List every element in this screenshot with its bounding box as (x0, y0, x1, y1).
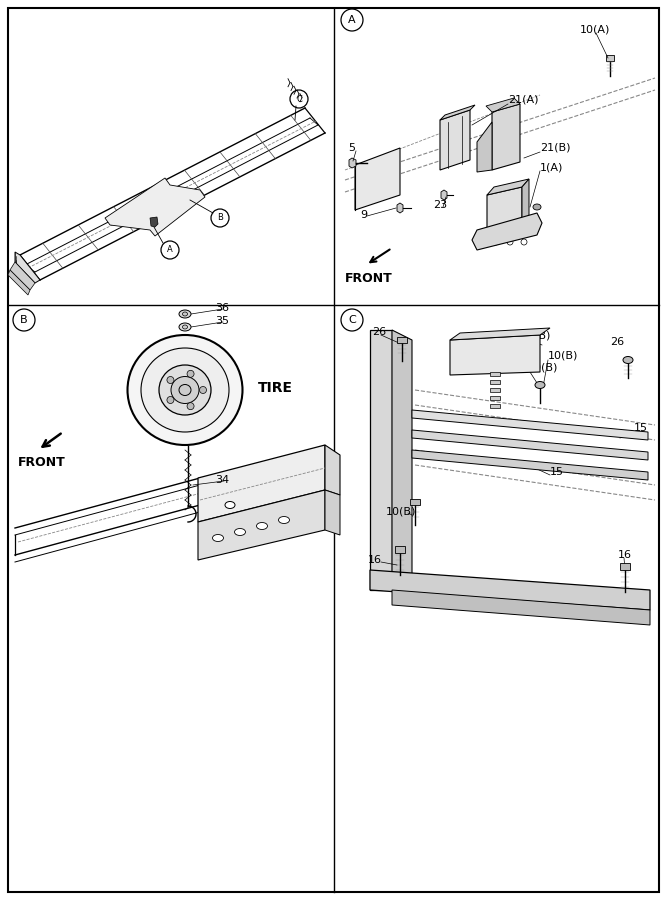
Polygon shape (606, 55, 614, 61)
Text: 16: 16 (618, 550, 632, 560)
Polygon shape (440, 105, 475, 120)
Polygon shape (355, 148, 400, 210)
Text: 1(A): 1(A) (540, 163, 564, 173)
Ellipse shape (183, 312, 187, 316)
Polygon shape (490, 404, 500, 408)
Ellipse shape (183, 325, 187, 329)
Text: 10(B): 10(B) (548, 351, 578, 361)
Ellipse shape (623, 356, 633, 364)
Polygon shape (412, 410, 648, 440)
Text: B: B (217, 213, 223, 222)
Ellipse shape (171, 376, 199, 403)
Text: FRONT: FRONT (345, 272, 393, 284)
Text: 34: 34 (215, 475, 229, 485)
Text: 23: 23 (433, 200, 447, 210)
Polygon shape (397, 337, 407, 343)
Polygon shape (472, 213, 542, 250)
Text: 15: 15 (634, 423, 648, 433)
Polygon shape (490, 372, 500, 376)
Ellipse shape (533, 204, 541, 210)
Circle shape (187, 402, 194, 410)
Polygon shape (412, 430, 648, 460)
Polygon shape (8, 270, 30, 295)
Ellipse shape (179, 323, 191, 331)
Polygon shape (349, 158, 356, 168)
Text: 10(A): 10(A) (580, 25, 610, 35)
Ellipse shape (213, 535, 223, 542)
Polygon shape (487, 187, 522, 230)
Polygon shape (198, 490, 325, 560)
Ellipse shape (159, 365, 211, 415)
Ellipse shape (127, 335, 243, 445)
Polygon shape (392, 330, 412, 600)
Text: 35: 35 (215, 316, 229, 326)
Polygon shape (490, 380, 500, 384)
Polygon shape (450, 328, 550, 340)
Polygon shape (105, 178, 205, 236)
Polygon shape (198, 445, 325, 522)
Polygon shape (486, 98, 520, 112)
Text: 15: 15 (550, 467, 564, 477)
Polygon shape (150, 217, 158, 227)
Polygon shape (397, 203, 403, 213)
Circle shape (167, 397, 174, 403)
Text: B: B (20, 315, 28, 325)
Ellipse shape (535, 382, 545, 389)
Text: A: A (167, 246, 173, 255)
Polygon shape (490, 388, 500, 392)
Text: 26: 26 (610, 337, 624, 347)
Text: FRONT: FRONT (18, 456, 66, 470)
Ellipse shape (179, 384, 191, 395)
Polygon shape (392, 590, 650, 625)
Text: 9: 9 (360, 210, 367, 220)
Polygon shape (490, 396, 500, 400)
Text: 10(B): 10(B) (386, 507, 416, 517)
Polygon shape (412, 450, 648, 480)
Text: 10(B): 10(B) (528, 363, 558, 373)
Circle shape (199, 386, 207, 393)
Polygon shape (441, 190, 447, 200)
Text: TIRE: TIRE (258, 381, 293, 395)
Polygon shape (15, 252, 40, 283)
Polygon shape (325, 445, 340, 495)
Circle shape (187, 370, 194, 377)
Polygon shape (10, 262, 35, 290)
Ellipse shape (225, 501, 235, 508)
Ellipse shape (279, 517, 289, 524)
Text: 21(A): 21(A) (508, 95, 538, 105)
Polygon shape (477, 122, 492, 172)
Polygon shape (620, 563, 630, 570)
Polygon shape (487, 179, 529, 195)
Polygon shape (370, 570, 650, 610)
Polygon shape (325, 490, 340, 535)
Text: 16: 16 (368, 555, 382, 565)
Text: A: A (348, 15, 356, 25)
Text: 1(B): 1(B) (528, 331, 552, 341)
Text: 36: 36 (215, 303, 229, 313)
Ellipse shape (235, 528, 245, 536)
Polygon shape (370, 330, 392, 590)
Polygon shape (410, 499, 420, 505)
Text: C: C (348, 315, 356, 325)
Text: 5: 5 (348, 143, 355, 153)
Polygon shape (440, 110, 470, 170)
Circle shape (167, 376, 174, 383)
Ellipse shape (257, 523, 267, 529)
Text: 21(B): 21(B) (540, 143, 570, 153)
Polygon shape (395, 546, 405, 553)
Ellipse shape (141, 348, 229, 432)
Text: C: C (296, 94, 302, 104)
Polygon shape (492, 104, 520, 170)
Ellipse shape (179, 310, 191, 318)
Text: 26: 26 (372, 327, 386, 337)
Polygon shape (450, 335, 540, 375)
Polygon shape (522, 179, 529, 223)
